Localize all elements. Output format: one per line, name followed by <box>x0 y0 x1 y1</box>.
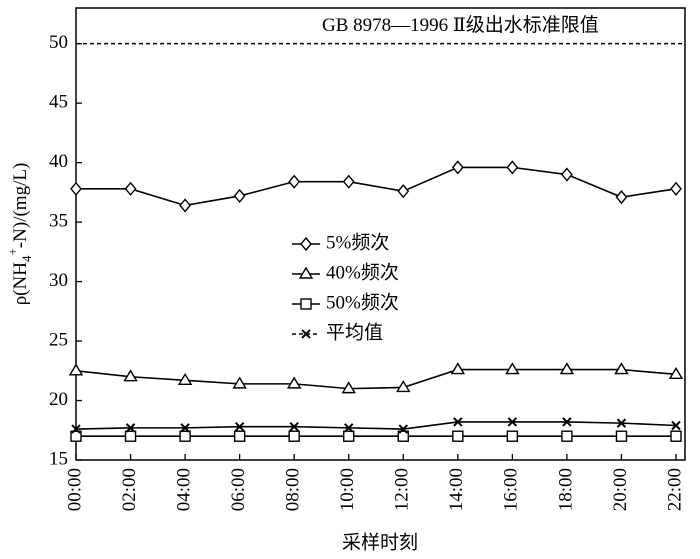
point <box>616 418 627 428</box>
y-tick-label: 35 <box>49 210 68 231</box>
y-tick-label: 50 <box>49 32 68 53</box>
point <box>452 430 464 442</box>
y-label-part: ρ(NH <box>10 262 31 306</box>
legend-marker <box>298 266 314 279</box>
series-line <box>75 368 677 390</box>
y-label-sub: 4 <box>19 255 34 262</box>
x-tick-label: 00:00 <box>64 468 85 511</box>
point <box>670 430 682 442</box>
point <box>397 430 409 442</box>
x-tick-label: 08:00 <box>283 468 304 511</box>
point <box>233 430 246 442</box>
x-tick-label: 22:00 <box>664 468 685 511</box>
point <box>288 430 300 442</box>
y-tick-label: 20 <box>49 389 68 410</box>
point <box>289 421 299 432</box>
point <box>341 381 356 394</box>
y-tick-label: 40 <box>49 151 68 172</box>
y-tick-label: 30 <box>49 270 68 291</box>
point <box>232 376 247 389</box>
point <box>70 181 82 196</box>
legend-marker <box>301 329 311 339</box>
point <box>233 188 246 204</box>
point <box>234 421 245 432</box>
legend-label: 50%频次 <box>326 291 399 313</box>
point <box>507 417 518 427</box>
x-axis-label: 采样时刻 <box>342 531 418 553</box>
point <box>398 424 408 434</box>
y-label-part: -N)/(mg/L) <box>10 163 31 248</box>
x-tick-label: 12:00 <box>392 468 413 511</box>
point <box>670 181 682 196</box>
point <box>70 430 82 442</box>
point <box>506 430 519 442</box>
series-line <box>76 166 677 207</box>
x-tick-label: 20:00 <box>610 468 631 511</box>
legend-marker <box>300 236 312 252</box>
point <box>125 423 136 433</box>
legend-marker <box>300 298 312 310</box>
point <box>614 362 629 375</box>
x-tick-label: 14:00 <box>446 468 467 511</box>
point <box>615 190 628 205</box>
point <box>396 380 411 393</box>
point <box>71 424 81 434</box>
point <box>179 430 191 442</box>
legend-label: 40%频次 <box>326 261 399 283</box>
point <box>177 372 193 386</box>
point <box>124 430 137 442</box>
point <box>615 430 628 442</box>
x-tick-label: 02:00 <box>119 468 140 511</box>
point <box>671 420 681 431</box>
point <box>342 174 355 189</box>
point <box>559 362 575 375</box>
x-tick-label: 16:00 <box>501 468 522 511</box>
x-tick-label: 10:00 <box>337 468 358 511</box>
point <box>451 160 464 175</box>
point <box>343 430 355 442</box>
point <box>562 417 572 427</box>
y-tick-label: 45 <box>49 92 68 113</box>
point <box>68 363 84 376</box>
x-tick-label: 04:00 <box>173 468 194 511</box>
point <box>561 430 573 442</box>
point <box>668 366 684 380</box>
point <box>450 362 466 375</box>
y-label-sup: + <box>5 248 20 255</box>
point <box>560 167 573 182</box>
point <box>397 184 410 199</box>
legend-label: 5%频次 <box>326 231 389 253</box>
point <box>179 198 192 213</box>
y-axis-label: ρ(NH4+-N)/(mg/L) <box>5 163 34 306</box>
x-tick-label: 18:00 <box>555 468 576 511</box>
point <box>505 362 520 375</box>
point <box>288 174 301 189</box>
legend-label: 平均值 <box>326 321 383 343</box>
point <box>124 181 137 196</box>
point <box>180 423 190 433</box>
series-line <box>75 421 677 430</box>
point <box>344 423 354 433</box>
y-tick-label: 15 <box>49 448 68 469</box>
plot-frame <box>75 7 686 461</box>
x-tick-label: 06:00 <box>228 468 249 511</box>
point <box>123 369 138 382</box>
point <box>453 417 463 427</box>
point <box>506 160 519 175</box>
y-tick-label: 25 <box>49 329 68 350</box>
reference-label: GB 8978—1996 Ⅱ级出水标准限值 <box>322 14 599 36</box>
point <box>286 376 302 389</box>
